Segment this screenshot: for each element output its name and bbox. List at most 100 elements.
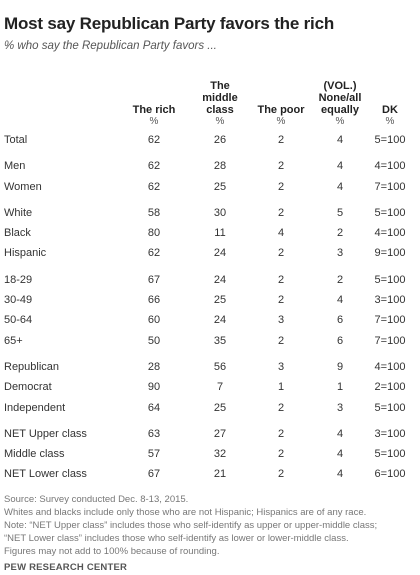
table-cell: 4 [336,294,344,307]
table-cell: 57 [147,448,161,461]
row-label: Black [4,227,31,240]
table-cell: 4 [336,180,344,193]
table-cell: 26 [213,134,227,146]
table-cell: 4 [336,448,344,461]
table-cell: 58 [147,206,161,219]
table-cell: 1 [336,381,344,394]
unit-label: % [276,116,286,127]
row-label: Middle class [4,448,65,461]
table-cell: 6 [336,334,344,347]
table-cell: 4 [336,134,344,146]
lower-class-note: “NET Lower class” includes those who sel… [4,532,349,544]
row-label: 50-64 [4,314,33,327]
table-cell: 28 [147,360,161,373]
source-org: PEW RESEARCH CENTER [4,561,128,573]
table-cell: 3 [277,360,285,373]
table-cell: 2 [277,448,285,461]
row-label: White [4,206,33,219]
table-cell: 4 [336,427,344,440]
table-row: NET Upper class 63 27 2 4 3=100 [4,424,408,444]
column-header-none-all-equally: (VOL.) None/all equally [318,80,362,116]
data-table: The rich The middle class The poor (VOL.… [4,62,408,485]
table-row: Hispanic 62 24 2 3 9=100 [4,243,408,263]
table-cell: 2 [277,468,285,481]
table-cell: 30 [213,206,227,219]
table-cell: 67 [147,468,161,481]
table-cell: 5=100 [374,206,406,219]
table-row: 50-64 60 24 3 6 7=100 [4,310,408,330]
table-cell: 2 [277,334,285,347]
table-cell: 7 [216,381,224,394]
table-cell: 3 [336,401,344,414]
row-label: 65+ [4,334,23,347]
column-header-dk: DK [382,104,398,116]
table-cell: 25 [213,401,227,414]
table-cell: 3 [336,247,344,260]
table-cell: 7=100 [374,334,406,347]
table-cell: 64 [147,401,161,414]
table-cell: 3=100 [374,427,406,440]
table-cell: 6 [336,314,344,327]
table-cell: 90 [147,381,161,394]
table-cell: 24 [213,247,227,260]
table-row: Independent 64 25 2 3 5=100 [4,398,408,418]
table-row: Democrat 90 7 1 1 2=100 [4,377,408,397]
table-cell: 5=100 [374,273,406,286]
table-cell: 4=100 [374,360,406,373]
row-label: Hispanic [4,247,47,260]
chart-subtitle: % who say the Republican Party favors ..… [4,40,217,52]
header-row: The rich The middle class The poor (VOL.… [4,62,408,116]
table-cell: 9 [336,360,344,373]
row-label: NET Upper class [4,427,87,440]
table-cell: 3 [277,314,285,327]
unit-label: % [149,116,159,127]
table-cell: 50 [147,334,161,347]
table-cell: 62 [147,160,161,173]
table-cell: 56 [213,360,227,373]
table-cell: 4 [336,160,344,173]
table-cell: 7=100 [374,314,406,327]
table-cell: 2 [277,160,285,173]
table-cell: 62 [147,134,161,146]
unit-label: % [385,116,395,127]
table-cell: 2 [277,206,285,219]
table-row: 30-49 66 25 2 4 3=100 [4,290,408,310]
table-cell: 7=100 [374,180,406,193]
table-cell: 24 [213,314,227,327]
table-cell: 60 [147,314,161,327]
table-row: Republican 28 56 3 9 4=100 [4,357,408,377]
table-cell: 24 [213,273,227,286]
table-cell: 1 [277,381,285,394]
table-cell: 80 [147,227,161,240]
column-header-middle-class: The middle class [202,80,238,116]
table-cell: 21 [213,468,227,481]
table-cell: 35 [213,334,227,347]
table-cell: 9=100 [374,247,406,260]
source-note: Source: Survey conducted Dec. 8-13, 2015… [4,493,189,505]
table-row: White 58 30 2 5 5=100 [4,203,408,223]
row-label: 30-49 [4,294,33,307]
table-row: NET Lower class 67 21 2 4 6=100 [4,464,408,484]
table-cell: 3=100 [374,294,406,307]
table-cell: 2=100 [374,381,406,394]
table-cell: 2 [277,247,285,260]
table-cell: 66 [147,294,161,307]
table-cell: 2 [336,227,344,240]
table-cell: 4 [277,227,285,240]
row-label: Men [4,160,26,173]
row-label: 18-29 [4,273,33,286]
table-cell: 62 [147,247,161,260]
table-body: Total 62 26 2 4 5=100 Men 62 28 2 4 4=100 Women 62 25 2… [4,130,408,485]
table-row: Middle class 57 32 2 4 5=100 [4,444,408,464]
table-row: 18-29 67 24 2 2 5=100 [4,270,408,290]
table-cell: 4=100 [374,160,406,173]
table-cell: 27 [213,427,227,440]
table-cell: 63 [147,427,161,440]
upper-class-note: Note: “NET Upper class” includes those w… [4,519,378,531]
row-label: Total [4,134,28,146]
table-cell: 28 [213,160,227,173]
table-row: 65+ 50 35 2 6 7=100 [4,331,408,351]
table-cell: 25 [213,294,227,307]
table-row: Women 62 25 2 4 7=100 [4,177,408,197]
